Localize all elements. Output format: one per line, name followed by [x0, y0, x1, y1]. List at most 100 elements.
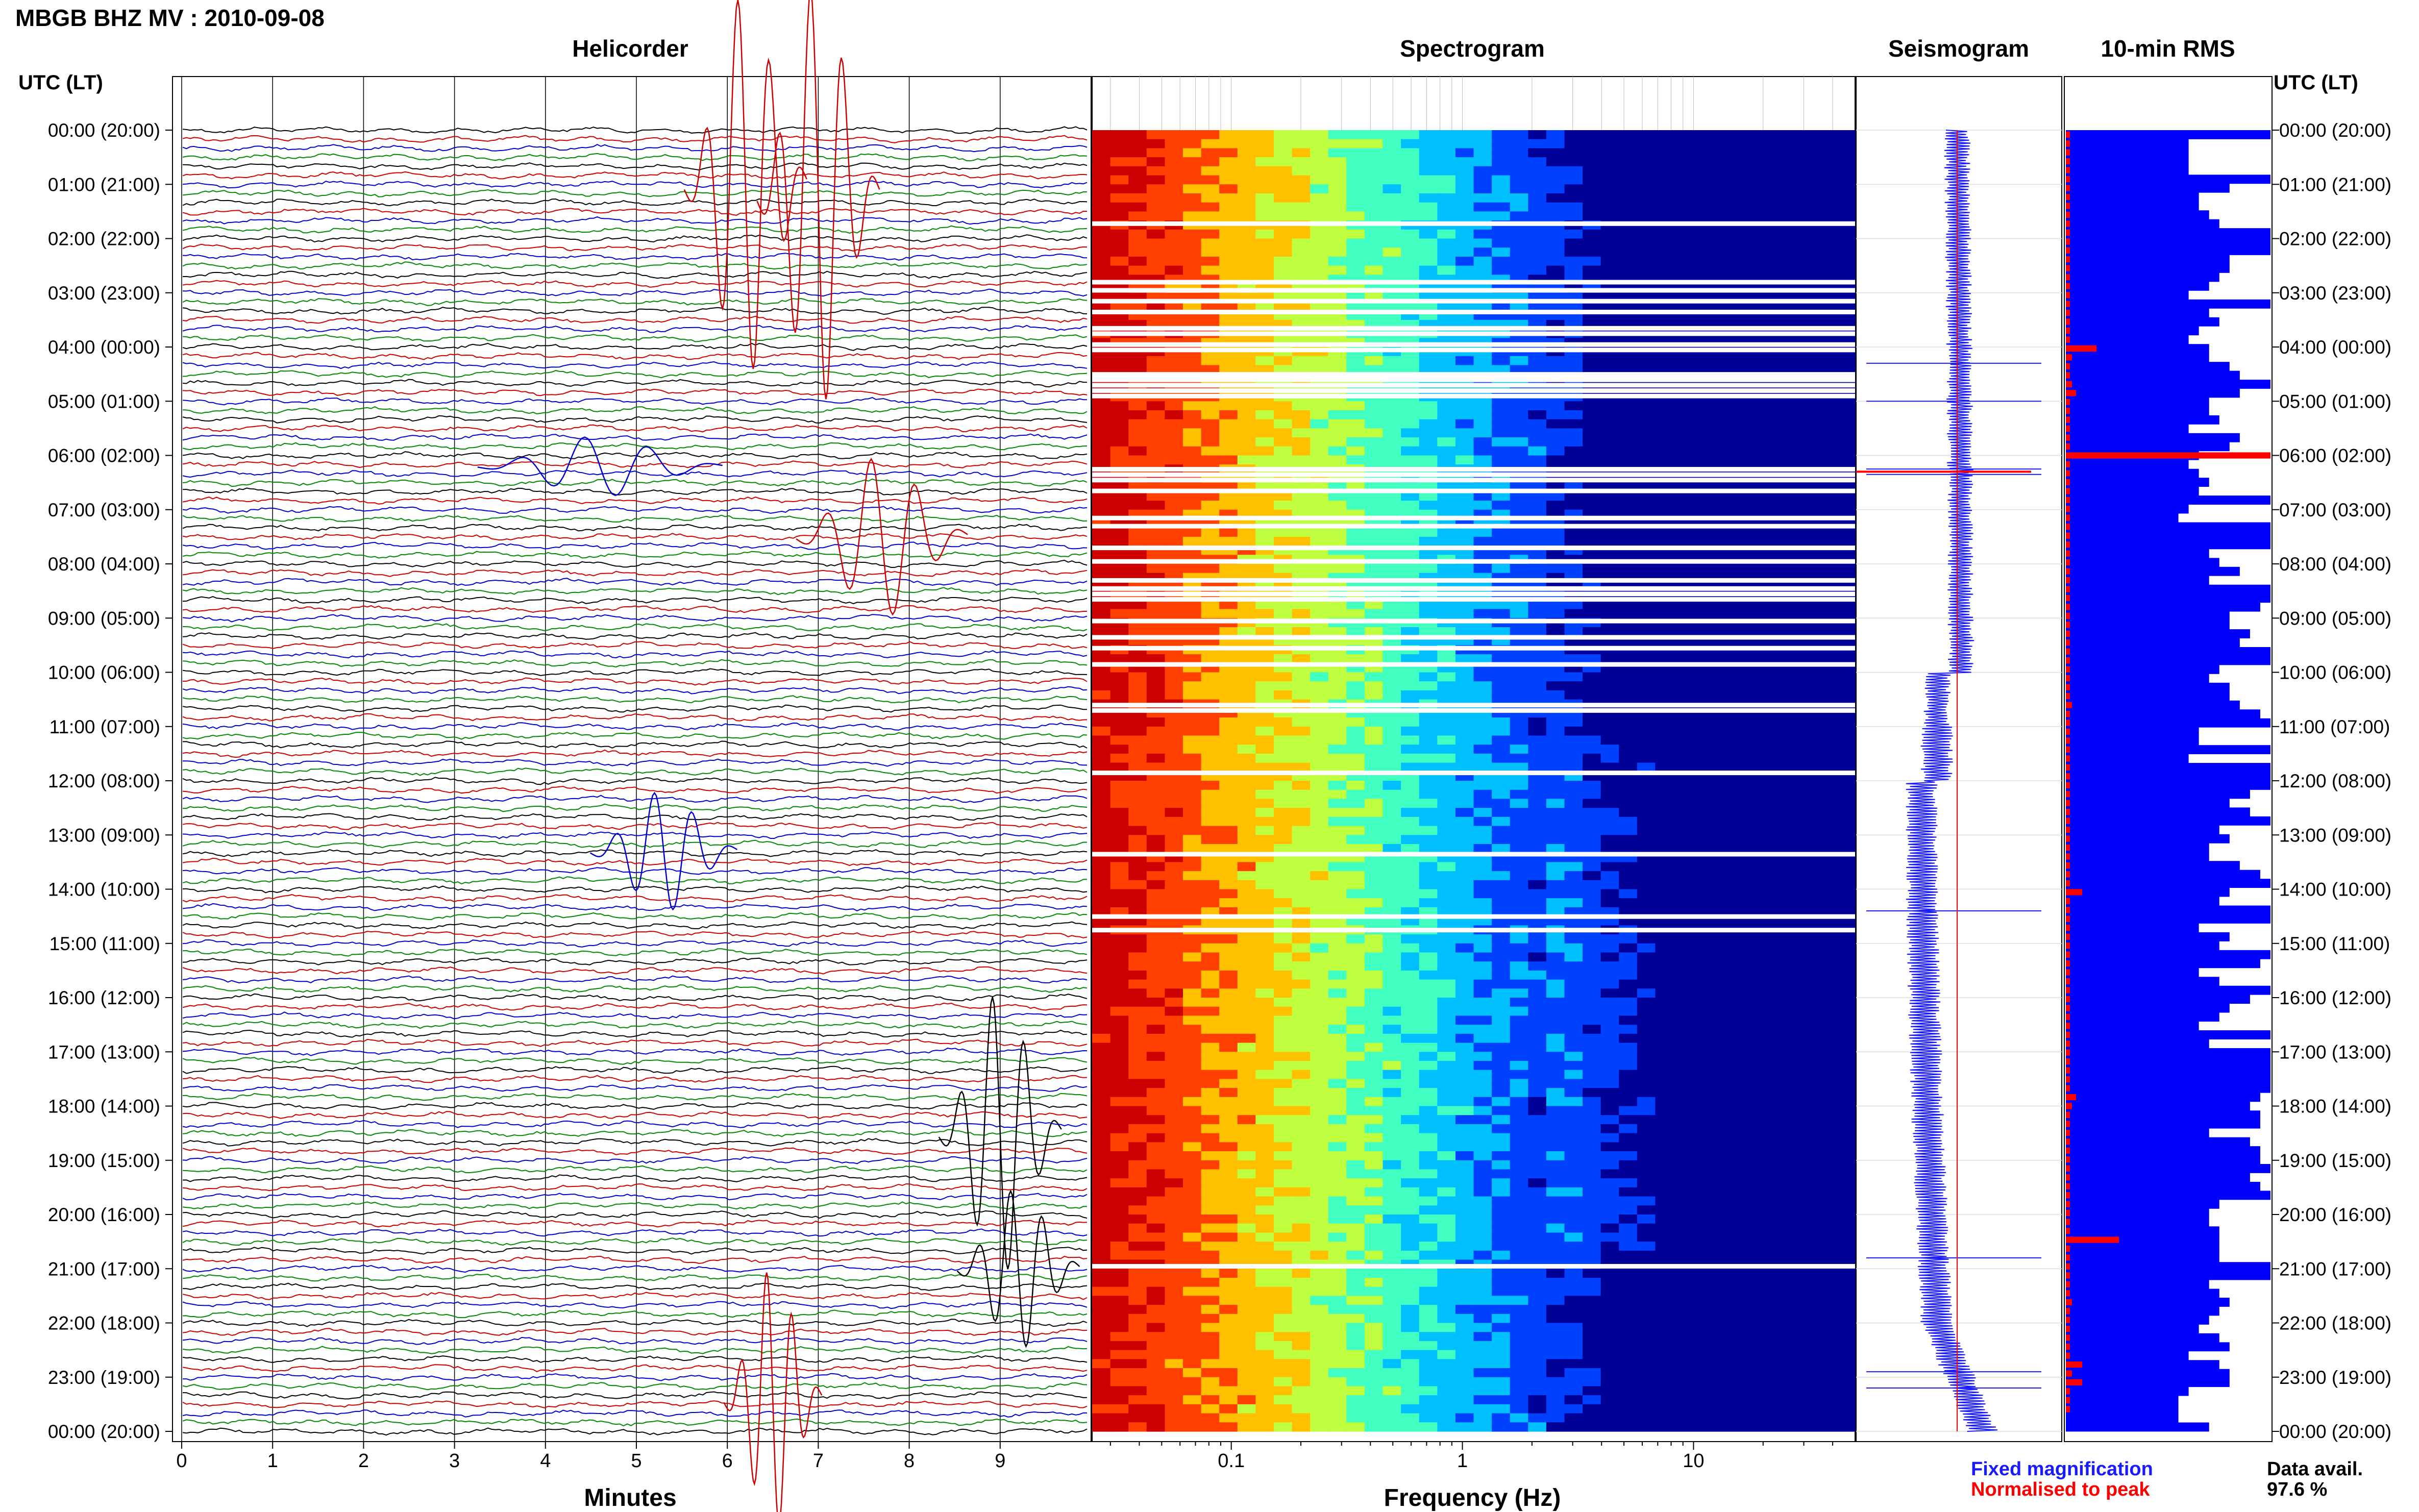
- spectrogram-cell: [1727, 880, 1747, 890]
- helicorder-trace: [182, 1336, 1088, 1345]
- spectrogram-cell: [1182, 202, 1202, 212]
- spectrogram-cell: [1764, 256, 1783, 266]
- spectrogram-cell: [1364, 952, 1384, 962]
- spectrogram-cell: [1455, 762, 1474, 772]
- spectrogram-cell: [1528, 1033, 1547, 1044]
- spectrogram-cell: [1691, 816, 1710, 827]
- spectrogram-cell: [1201, 410, 1220, 420]
- spectrogram-cell: [1510, 491, 1528, 501]
- spectrogram-cell: [1818, 789, 1838, 800]
- spectrogram-cell: [1364, 1142, 1384, 1152]
- spectrogram-cell: [1837, 356, 1856, 366]
- spectrogram-cell: [1655, 970, 1674, 980]
- spectrogram-cell: [1528, 799, 1547, 808]
- spectrogram-cell: [1782, 193, 1801, 203]
- spectrogram-cell: [1546, 1142, 1565, 1152]
- spectrogram-cell: [1473, 609, 1492, 618]
- spectrogram-cell: [1564, 898, 1583, 908]
- spectrogram-cell: [1583, 491, 1601, 501]
- spectrogram-cell: [1818, 1097, 1838, 1107]
- spectrogram-cell: [1182, 419, 1202, 429]
- spectrogram-cell: [1201, 501, 1220, 510]
- spectrogram-cell: [1401, 184, 1420, 194]
- spectrogram-cell: [1219, 1151, 1238, 1161]
- helicorder-trace: [182, 1237, 1088, 1246]
- spectrogram-cell: [1437, 202, 1456, 212]
- spectrogram-cell: [1710, 428, 1729, 438]
- spectrogram-cell: [1764, 961, 1783, 971]
- spectrogram-cell: [1800, 789, 1819, 800]
- spectrogram-cell: [1092, 789, 1111, 800]
- spectrogram-cell: [1492, 536, 1511, 547]
- spectrogram-cell: [1201, 419, 1220, 429]
- spectrogram-cell: [1473, 735, 1492, 745]
- spectrogram-cell: [1800, 302, 1819, 311]
- helicorder-trace: [182, 831, 1088, 839]
- spectrogram-cell: [1655, 1015, 1674, 1025]
- spectrogram-cell: [1473, 880, 1492, 890]
- helicorder-trace: [182, 370, 1088, 379]
- spectrogram-cell: [1727, 627, 1747, 637]
- spectrogram-cell: [1727, 211, 1747, 221]
- spectrogram-cell: [1710, 247, 1729, 257]
- spectrogram-cell: [1401, 880, 1420, 890]
- spectrogram-cell: [1255, 148, 1274, 158]
- spectrogram-cell: [1437, 880, 1456, 890]
- spectrogram-cell: [1401, 753, 1420, 763]
- spectrogram-cell: [1419, 166, 1438, 176]
- spectrogram-cell: [1383, 166, 1401, 176]
- spectrogram-cell: [1600, 762, 1619, 772]
- spectrogram-cell: [1492, 166, 1511, 176]
- spectrogram-cell: [1219, 826, 1238, 835]
- spectrogram-cell: [1237, 184, 1256, 194]
- spectrogram-cell: [1691, 654, 1710, 664]
- spectrogram-cell: [1092, 1115, 1111, 1125]
- spectrogram-cell: [1492, 229, 1511, 239]
- spectrogram-cell: [1437, 717, 1456, 727]
- spectrogram-cell: [1473, 753, 1492, 763]
- spectrogram-cell: [1328, 193, 1347, 203]
- spectrogram-cell: [1691, 501, 1710, 510]
- spectrogram-cell: [1583, 943, 1601, 953]
- spectrogram-cell: [1818, 491, 1838, 501]
- spectrogram-cell: [1273, 988, 1293, 998]
- spectrogram-cell: [1455, 1025, 1474, 1034]
- spectrogram-cell: [1564, 437, 1583, 447]
- spectrogram-cell: [1328, 726, 1347, 736]
- spectrogram-cell: [1691, 826, 1710, 835]
- helicorder-trace: [183, 758, 1087, 767]
- spectrogram-cell: [1655, 880, 1674, 890]
- spectrogram-cell: [1346, 238, 1365, 248]
- spectrogram-cell: [1673, 446, 1692, 456]
- spectrogram-cell: [1292, 175, 1311, 185]
- spectrogram-cell: [1419, 781, 1438, 790]
- spectrogram-cell: [1455, 1133, 1474, 1143]
- spectrogram-cell: [1419, 979, 1438, 989]
- spectrogram-cell: [1546, 1060, 1565, 1071]
- spectrogram-cell: [1492, 1025, 1511, 1034]
- spectrogram-cell: [1110, 1124, 1129, 1134]
- spectrogram-cell: [1165, 184, 1183, 194]
- spectrogram-cell: [1655, 979, 1674, 989]
- spectrogram-cell: [1673, 690, 1692, 700]
- spectrogram-cell: [1146, 789, 1165, 800]
- spectrogram-cell: [1364, 1151, 1384, 1161]
- spectrogram-cell: [1583, 455, 1601, 465]
- spectrogram-cell: [1292, 826, 1311, 835]
- spectrogram-cell: [1128, 979, 1147, 989]
- spectrogram-cell: [1746, 654, 1765, 664]
- spectrogram-cell: [1110, 654, 1129, 664]
- spectrogram-cell: [1401, 735, 1420, 745]
- spectrogram-cell: [1328, 735, 1347, 745]
- spectrogram-cell: [1600, 844, 1619, 854]
- spectrogram-cell: [1727, 1070, 1747, 1079]
- spectrogram-cell: [1364, 419, 1384, 429]
- spectrogram-cell: [1201, 600, 1220, 610]
- spectrogram-cell: [1691, 536, 1710, 547]
- spectrogram-cell: [1273, 184, 1293, 194]
- spectrogram-cell: [1165, 880, 1183, 890]
- spectrogram-cell: [1619, 256, 1638, 266]
- helicorder-trace: [182, 1255, 1088, 1264]
- spectrogram-cell: [1764, 419, 1783, 429]
- spectrogram-cell: [1165, 1142, 1183, 1152]
